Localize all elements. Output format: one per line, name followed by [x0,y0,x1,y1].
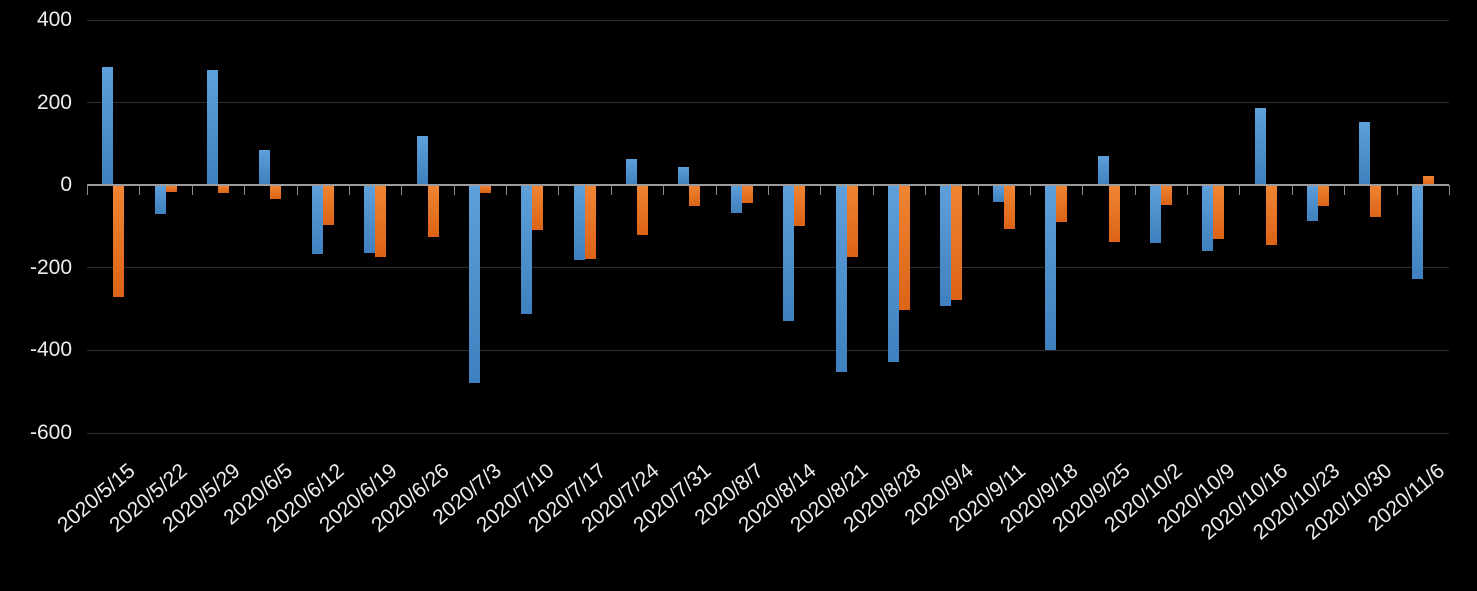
series-2-orange-bar [846,185,858,258]
series-1-blue-bar [835,185,847,373]
x-axis-tick [1082,185,1084,196]
series-2-orange-bar [689,185,701,207]
series-2-orange-bar [584,185,596,260]
series-1-blue-bar [1307,185,1319,221]
series-2-orange-bar [741,185,753,203]
series-2-orange-bar [322,185,334,225]
series-2-orange-bar [794,185,806,227]
series-2-orange-bar [1003,185,1015,229]
series-2-orange-bar [479,185,491,194]
series-1-blue-bar [468,185,480,383]
series-2-orange-bar [375,185,387,258]
x-axis-tick [348,185,350,196]
x-axis-tick [610,185,612,196]
series-1-blue-bar [1097,156,1109,186]
x-axis-tick [663,185,665,196]
series-2-orange-bar [898,185,910,311]
series-2-orange-bar [1108,185,1120,243]
series-2-orange-bar [637,185,649,235]
x-axis-tick [872,185,874,196]
x-axis-tick [1239,185,1241,196]
plot-area [87,19,1450,434]
x-axis-tick [820,185,822,196]
x-axis-tick [715,185,717,196]
series-2-orange-bar [951,185,963,300]
series-2-orange-bar [113,185,125,297]
x-axis-tick [1187,185,1189,196]
x-axis-tick [1291,185,1293,196]
series-1-blue-bar [1045,185,1057,350]
x-axis-tick [768,185,769,196]
gridline--600 [87,432,1449,434]
x-axis-tick [453,185,455,196]
series-1-blue-bar [992,185,1004,202]
x-axis-tick [191,185,193,196]
series-1-blue-bar [521,185,533,315]
series-1-blue-bar [783,185,795,321]
series-1-blue-bar [1359,122,1371,186]
series-1-blue-bar [573,185,585,260]
y-axis-tick-label: 0 [60,173,72,197]
series-1-blue-bar [259,149,271,186]
x-axis-tick [244,185,246,196]
series-2-orange-bar [1370,185,1382,218]
series-1-blue-bar [416,135,428,186]
series-1-blue-bar [1149,185,1161,243]
series-2-orange-bar [165,185,177,193]
series-1-blue-bar [154,185,166,215]
series-1-blue-bar [1254,107,1266,186]
series-2-orange-bar [1422,176,1434,186]
y-axis-tick-label: -600 [29,421,72,444]
series-1-blue-bar [364,185,376,253]
series-1-blue-bar [311,185,323,254]
gridline-400 [87,19,1449,21]
series-1-blue-bar [626,158,638,186]
series-2-orange-bar [1265,185,1277,246]
x-axis-tick [925,185,927,196]
series-1-blue-bar [678,167,690,186]
y-axis-tick-label: 400 [36,8,72,31]
x-axis-tick [1134,185,1136,196]
y-axis-tick-label: -400 [29,338,72,362]
series-2-orange-bar [1318,185,1330,206]
x-axis-tick [401,185,403,196]
series-2-orange-bar [270,185,282,199]
x-axis-tick [558,185,560,196]
series-2-orange-bar [1213,185,1225,239]
series-1-blue-bar [940,185,952,307]
x-axis-tick [1396,185,1398,196]
series-1-blue-bar [887,185,899,362]
x-axis-tick [977,185,979,196]
x-axis-tick [1449,185,1450,196]
series-2-orange-bar [217,185,229,194]
series-1-blue-bar [1202,185,1214,252]
x-axis-tick [296,185,298,196]
x-axis-tick [87,185,88,196]
gridline--400 [87,349,1449,351]
y-axis-tick-label: 200 [36,90,72,114]
x-axis-tick [139,185,141,196]
series-2-orange-bar [532,185,544,230]
y-axis-tick-label: -200 [29,255,72,279]
series-2-orange-bar [427,185,439,238]
x-axis-tick [1344,185,1346,196]
series-1-blue-bar [206,70,218,186]
x-axis-tick [1029,185,1031,196]
gridline--200 [87,267,1449,269]
series-1-blue-bar [1411,185,1423,279]
series-2-orange-bar [1056,185,1068,222]
x-axis-tick [506,185,508,196]
series-1-blue-bar [102,67,114,186]
gridline-200 [87,102,1449,104]
series-2-orange-bar [1160,185,1172,205]
series-1-blue-bar [730,185,742,213]
